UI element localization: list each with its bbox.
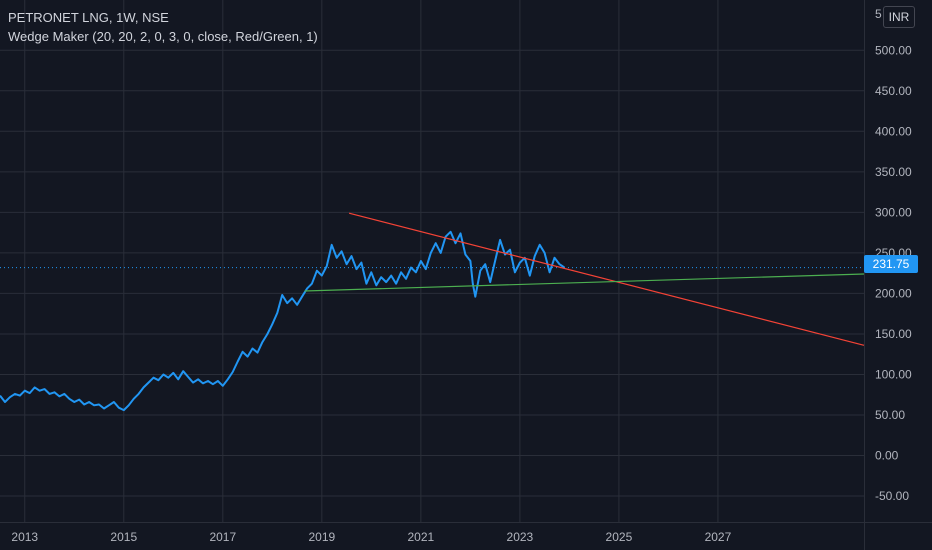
x-tick-label: 2023 [507,530,534,544]
chart-legend: PETRONET LNG, 1W, NSE Wedge Maker (20, 2… [8,8,318,46]
x-tick-label: 2027 [705,530,732,544]
indicator-title[interactable]: Wedge Maker (20, 20, 2, 0, 3, 0, close, … [8,29,318,44]
price-line-series [0,230,565,412]
y-tick-label: 500.00 [875,43,912,57]
y-tick-label: 50.00 [875,408,905,422]
y-tick-label: -50.00 [875,489,909,503]
y-tick-label: 350.00 [875,165,912,179]
y-tick-label: 100.00 [875,367,912,381]
y-tick-label: 0.00 [875,449,899,463]
currency-button[interactable]: INR [883,6,915,28]
y-tick-label: 300.00 [875,205,912,219]
y-tick-label: 5 [875,7,882,21]
x-tick-label: 2021 [408,530,435,544]
symbol-title[interactable]: PETRONET LNG, 1W, NSE [8,10,169,25]
x-tick-label: 2015 [110,530,137,544]
x-tick-label: 2017 [209,530,236,544]
last-price-label: 231.75 [864,255,918,273]
y-tick-label: 400.00 [875,124,912,138]
x-tick-label: 2013 [11,530,38,544]
lower-trendline [304,273,865,292]
y-tick-label: 450.00 [875,84,912,98]
x-tick-label: 2025 [606,530,633,544]
y-tick-label: 200.00 [875,286,912,300]
x-tick-label: 2019 [308,530,335,544]
y-tick-label: 150.00 [875,327,912,341]
upper-trendline [348,212,865,346]
